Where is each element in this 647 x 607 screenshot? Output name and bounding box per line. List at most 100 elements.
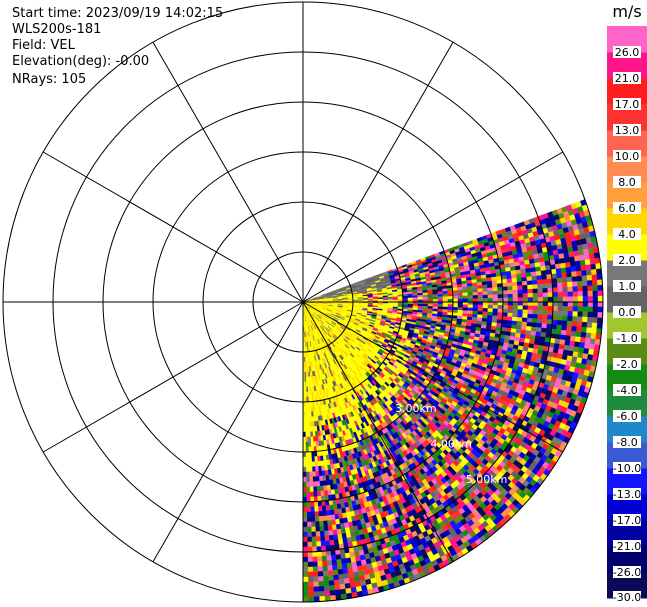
velocity-cell [592, 306, 599, 313]
velocity-cell [562, 315, 568, 322]
velocity-cell [482, 294, 489, 299]
velocity-cell [583, 253, 591, 261]
velocity-cell [506, 320, 513, 325]
velocity-cell [427, 296, 434, 300]
velocity-cell [477, 314, 483, 319]
velocity-cell [539, 261, 546, 267]
velocity-cell [437, 296, 444, 300]
velocity-cell [496, 283, 503, 288]
velocity-cell [442, 304, 449, 308]
velocity-cell [569, 256, 576, 263]
velocity-cell [452, 298, 459, 302]
velocity-cell [582, 290, 589, 297]
velocity-cell [477, 298, 484, 302]
velocity-cell [437, 299, 444, 302]
velocity-cell [487, 298, 494, 302]
velocity-cell [496, 319, 503, 324]
velocity-cell [584, 259, 591, 266]
velocity-cell [486, 280, 493, 285]
velocity-cell [536, 318, 543, 324]
velocity-cell [487, 294, 494, 299]
velocity-cell [587, 285, 593, 292]
velocity-cell [597, 295, 604, 302]
velocity-cell [584, 342, 591, 350]
velocity-cell [427, 306, 434, 310]
velocity-cell [422, 297, 429, 300]
velocity-cell [427, 299, 434, 302]
velocity-cell [541, 318, 548, 325]
velocity-cell [577, 286, 583, 292]
velocity-cell [556, 277, 563, 284]
velocity-cell [527, 288, 533, 294]
velocity-cell [472, 304, 479, 309]
velocity-cell [432, 299, 439, 302]
velocity-cell [558, 253, 565, 260]
velocity-cell [457, 289, 463, 294]
velocity-cell [472, 298, 479, 302]
velocity-cell [541, 279, 548, 285]
velocity-cell [577, 291, 584, 297]
velocity-cell [590, 333, 597, 340]
velocity-cell [532, 305, 539, 311]
velocity-cell [547, 305, 554, 311]
velocity-cell [457, 310, 463, 314]
velocity-cell [560, 334, 567, 341]
velocity-cell [555, 263, 561, 270]
velocity-cell [582, 306, 589, 313]
velocity-cell [467, 298, 474, 302]
velocity-cell [417, 299, 424, 302]
velocity-cell [507, 312, 513, 318]
velocity-cell [592, 311, 598, 318]
velocity-cell [476, 281, 483, 286]
velocity-cell [506, 274, 512, 280]
velocity-cell [532, 314, 538, 319]
velocity-cell [417, 295, 424, 298]
velocity-cell [537, 310, 544, 315]
velocity-cell [572, 306, 579, 312]
velocity-cell [447, 304, 454, 308]
velocity-cell [516, 277, 523, 283]
velocity-cell [527, 309, 534, 315]
velocity-cell [559, 257, 566, 264]
velocity-cell [452, 304, 459, 308]
velocity-cell [487, 311, 493, 316]
velocity-cell [562, 310, 568, 317]
velocity-cell [457, 295, 464, 300]
velocity-cell [547, 283, 553, 289]
velocity-cell [517, 285, 523, 291]
velocity-cell [570, 335, 576, 342]
velocity-cell [472, 310, 478, 315]
velocity-cell [447, 296, 454, 300]
velocity-cell [531, 318, 538, 324]
velocity-cell [591, 322, 598, 329]
velocity-cell [587, 306, 594, 313]
velocity-cell [462, 295, 469, 299]
velocity-cell [566, 325, 573, 332]
velocity-cell [532, 309, 539, 315]
velocity-cell [467, 292, 474, 296]
velocity-cell [497, 312, 503, 317]
velocity-cell [402, 303, 409, 306]
velocity-cell [579, 337, 586, 344]
velocity-cell [582, 311, 588, 318]
velocity-cell [472, 285, 478, 290]
velocity-cell [432, 306, 439, 310]
velocity-cell [555, 268, 562, 274]
velocity-cell [452, 307, 459, 311]
velocity-cell [492, 308, 499, 313]
velocity-cell [572, 316, 578, 322]
velocity-cell [591, 274, 598, 281]
velocity-cell [540, 265, 547, 272]
velocity-cell [567, 281, 573, 288]
velocity-cell [482, 288, 488, 292]
velocity-cell [517, 313, 523, 318]
velocity-cell [586, 322, 593, 329]
velocity-cell [580, 264, 587, 272]
velocity-cell [542, 288, 548, 293]
velocity-cell [542, 292, 549, 298]
velocity-cell [522, 313, 528, 319]
velocity-cell [576, 275, 583, 282]
velocity-cell [565, 266, 572, 273]
velocity-cell [592, 279, 598, 286]
velocity-cell [552, 282, 558, 289]
